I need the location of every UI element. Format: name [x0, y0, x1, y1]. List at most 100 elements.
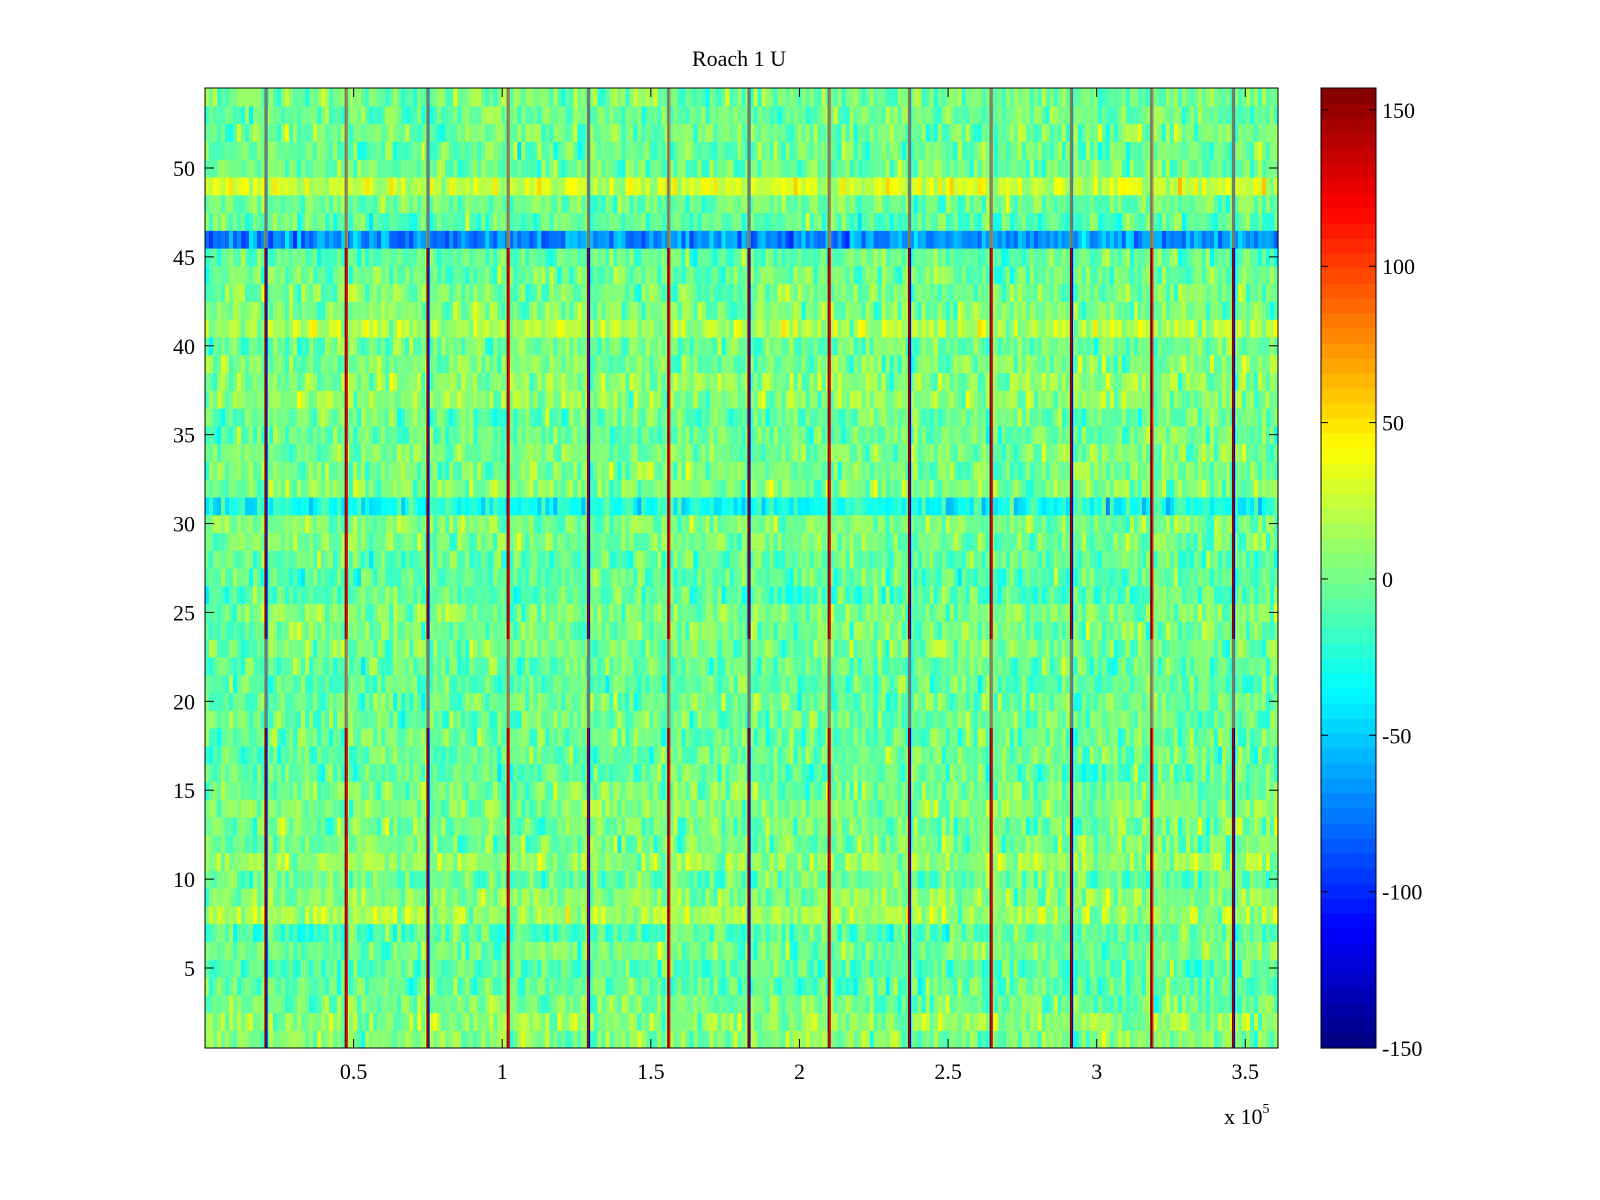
- heatmap-cell: [921, 959, 927, 978]
- heatmap-cell: [357, 834, 362, 854]
- heatmap-cell: [1097, 1030, 1103, 1049]
- heatmap-cell: [893, 1030, 899, 1049]
- heatmap-cell: [613, 959, 618, 978]
- heatmap-cell: [1029, 905, 1035, 925]
- heatmap-cell: [553, 816, 558, 836]
- heatmap-cell: [1201, 799, 1207, 818]
- heatmap-cell: [765, 923, 771, 942]
- heatmap-cell: [1241, 781, 1247, 800]
- heatmap-cell: [1065, 941, 1071, 960]
- heatmap-cell: [729, 994, 735, 1014]
- heatmap-cell: [573, 852, 578, 871]
- heatmap-cell: [1261, 976, 1267, 996]
- heatmap-cell: [529, 923, 534, 942]
- heatmap-cell: [273, 763, 278, 782]
- heatmap-cell: [309, 799, 314, 818]
- heatmap-cell: [897, 994, 903, 1014]
- heatmap-cell: [429, 870, 434, 889]
- heatmap-cell: [1274, 994, 1279, 1014]
- heatmap-cell: [885, 745, 891, 765]
- heatmap-cell: [1105, 834, 1111, 854]
- heatmap-cell: [965, 852, 971, 871]
- heatmap-cell: [1181, 763, 1187, 782]
- heatmap-cell: [421, 852, 426, 871]
- heatmap-cell: [593, 1030, 598, 1049]
- heatmap-cell: [1137, 923, 1143, 942]
- heatmap-cell: [493, 745, 498, 765]
- heatmap-cell: [1005, 888, 1011, 907]
- heatmap-cell: [493, 905, 498, 925]
- heatmap-cell: [929, 1012, 935, 1031]
- heatmap-cell: [381, 888, 386, 907]
- heatmap-cell: [777, 905, 783, 925]
- heatmap-cell: [765, 1012, 771, 1031]
- heatmap-cell: [705, 745, 711, 765]
- heatmap-cell: [317, 923, 322, 942]
- heatmap-cell: [1097, 1012, 1103, 1031]
- heatmap-cell: [361, 1030, 366, 1049]
- heatmap-cell: [433, 888, 438, 907]
- heatmap-cell: [1181, 976, 1187, 996]
- heatmap-cell: [389, 994, 394, 1014]
- heatmap-cell: [617, 834, 622, 854]
- heatmap-cell: [837, 852, 843, 871]
- heatmap-cell: [513, 905, 518, 925]
- heatmap-cell: [1033, 852, 1039, 871]
- heatmap-cell: [829, 834, 835, 854]
- heatmap-cell: [457, 1012, 462, 1031]
- heatmap-cell: [1221, 870, 1227, 889]
- heatmap-cell: [753, 745, 759, 765]
- heatmap-cell: [493, 763, 498, 782]
- heatmap-cell: [949, 1030, 955, 1049]
- heatmap-cell: [909, 1030, 915, 1049]
- heatmap-cell: [1105, 976, 1111, 996]
- heatmap-cell: [565, 1012, 570, 1031]
- heatmap-cell: [237, 1012, 242, 1031]
- heatmap-cell: [685, 870, 691, 889]
- heatmap-cell: [661, 763, 667, 782]
- heatmap-cell: [765, 959, 771, 978]
- heatmap-cell: [717, 923, 723, 942]
- heatmap-cell: [821, 870, 827, 889]
- heatmap-cell: [245, 994, 250, 1014]
- heatmap-cell: [769, 870, 775, 889]
- heatmap-cell: [1141, 799, 1147, 818]
- heatmap-cell: [377, 728, 382, 747]
- heatmap-cell: [1085, 852, 1091, 871]
- heatmap-cell: [909, 745, 915, 765]
- heatmap-cell: [477, 852, 482, 871]
- heatmap-cell: [241, 1012, 246, 1031]
- heatmap-cell: [1193, 852, 1199, 871]
- heatmap-cell: [669, 816, 675, 836]
- heatmap-cell: [1101, 870, 1107, 889]
- heatmap-cell: [469, 1012, 474, 1031]
- heatmap-cell: [813, 710, 819, 729]
- heatmap-cell: [1221, 888, 1227, 907]
- heatmap-cell: [849, 781, 855, 800]
- heatmap-cell: [869, 834, 875, 854]
- heatmap-cell: [553, 1012, 558, 1031]
- heatmap-cell: [581, 1030, 586, 1049]
- heatmap-cell: [993, 816, 999, 836]
- heatmap-cell: [557, 781, 562, 800]
- heatmap-cell: [1001, 728, 1007, 747]
- heatmap-cell: [941, 1030, 947, 1049]
- heatmap-cell: [1065, 994, 1071, 1014]
- heatmap-cell: [933, 888, 939, 907]
- heatmap-cell: [245, 870, 250, 889]
- heatmap-cell: [885, 976, 891, 996]
- heatmap-cell: [1265, 728, 1271, 747]
- heatmap-cell: [381, 905, 386, 925]
- heatmap-cell: [1117, 888, 1123, 907]
- heatmap-cell: [685, 1012, 691, 1031]
- heatmap-cell: [789, 834, 795, 854]
- heatmap-cell: [529, 710, 534, 729]
- heatmap-cell: [225, 1012, 230, 1031]
- heatmap-cell: [845, 745, 851, 765]
- heatmap-cell: [653, 852, 659, 871]
- heatmap-cell: [1025, 745, 1031, 765]
- heatmap-cell: [545, 1030, 550, 1049]
- heatmap-cell: [649, 888, 655, 907]
- heatmap-cell: [485, 870, 490, 889]
- heatmap-cell: [773, 941, 779, 960]
